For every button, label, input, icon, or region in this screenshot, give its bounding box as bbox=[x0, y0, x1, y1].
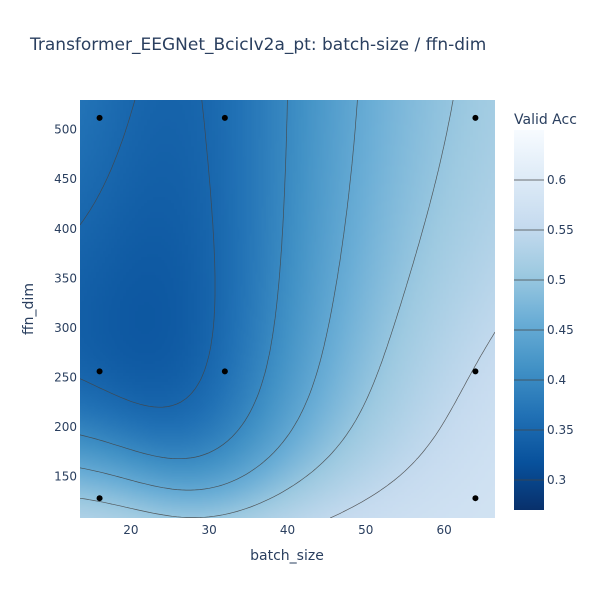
data-point-6 bbox=[472, 368, 479, 375]
y-tick-label-5: 400 bbox=[54, 222, 77, 236]
y-tick-label-6: 450 bbox=[54, 172, 77, 186]
colorbar-tick-label-1: 0.35 bbox=[547, 423, 574, 437]
heatmap-surface bbox=[80, 100, 495, 518]
colorbar-title: Valid Acc bbox=[514, 112, 577, 128]
data-point-2 bbox=[96, 114, 103, 121]
data-point-0 bbox=[96, 495, 103, 502]
y-tick-label-4: 350 bbox=[54, 271, 77, 285]
colorbar-gradient bbox=[514, 130, 544, 510]
y-tick-label-0: 150 bbox=[54, 469, 77, 483]
data-point-7 bbox=[472, 114, 479, 121]
contour-line-2 bbox=[80, 100, 288, 460]
contour-line-3 bbox=[80, 100, 358, 491]
y-tick-label-2: 250 bbox=[54, 370, 77, 384]
y-tick-label-1: 200 bbox=[54, 420, 77, 434]
y-tick-label-7: 500 bbox=[54, 123, 77, 137]
data-point-5 bbox=[472, 495, 479, 502]
colorbar-tick-label-2: 0.4 bbox=[547, 373, 566, 387]
data-points bbox=[96, 114, 479, 502]
colorbar-tick-label-5: 0.55 bbox=[547, 223, 574, 237]
colorbar-tick-label-0: 0.3 bbox=[547, 473, 566, 487]
plot-area bbox=[80, 100, 495, 518]
data-point-1 bbox=[96, 368, 103, 375]
x-axis: 20 30 40 50 60 bbox=[123, 523, 451, 537]
x-tick-label-3: 50 bbox=[358, 523, 373, 537]
y-tick-label-3: 300 bbox=[54, 321, 77, 335]
x-tick-label-2: 40 bbox=[280, 523, 295, 537]
contour-lines bbox=[80, 100, 495, 518]
chart-title: Transformer_EEGNet_BcicIv2a_pt: batch-si… bbox=[29, 35, 486, 55]
contour-line-5 bbox=[330, 331, 495, 518]
colorbar: Valid Acc 0.3 0.35 0.4 0.45 0.5 0.55 0.6 bbox=[514, 112, 577, 510]
y-axis: 150 200 250 300 350 400 450 500 bbox=[54, 123, 77, 484]
data-point-4 bbox=[221, 114, 228, 121]
x-tick-label-0: 20 bbox=[123, 523, 138, 537]
colorbar-tick-label-3: 0.45 bbox=[547, 323, 574, 337]
colorbar-ticks: 0.3 0.35 0.4 0.45 0.5 0.55 0.6 bbox=[514, 173, 574, 487]
x-tick-label-1: 30 bbox=[202, 523, 217, 537]
x-tick-label-4: 60 bbox=[436, 523, 451, 537]
contour-line-4 bbox=[80, 100, 454, 518]
y-axis-title: ffn_dim bbox=[21, 283, 37, 335]
contour-line-1 bbox=[80, 100, 216, 408]
colorbar-tick-label-6: 0.6 bbox=[547, 173, 566, 187]
colorbar-tick-label-4: 0.5 bbox=[547, 273, 566, 287]
x-axis-title: batch_size bbox=[250, 548, 324, 564]
data-point-3 bbox=[221, 368, 228, 375]
